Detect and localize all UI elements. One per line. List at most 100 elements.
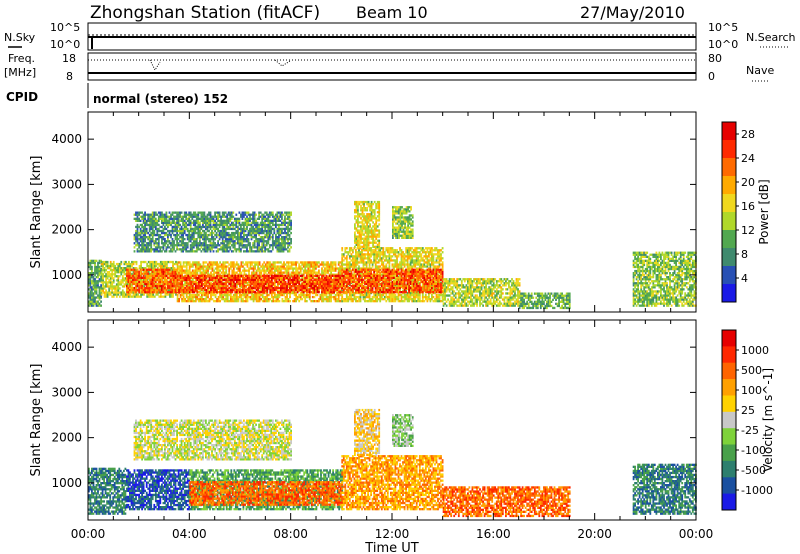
power-cell <box>148 291 151 294</box>
power-cell <box>379 249 382 252</box>
power-cell <box>272 295 275 299</box>
power-cell <box>153 295 156 298</box>
power-cell <box>111 275 114 278</box>
power-cell <box>254 291 256 294</box>
power-cell <box>98 286 101 289</box>
power-cell <box>161 295 164 298</box>
power-cell <box>296 271 299 274</box>
power-cell <box>176 267 179 270</box>
power-cell <box>126 264 129 268</box>
power-cell <box>273 265 276 268</box>
power-cell <box>154 268 157 271</box>
power-cell <box>140 293 142 296</box>
power-cell <box>136 278 139 281</box>
power-cell <box>275 269 278 272</box>
power-cell <box>170 295 173 298</box>
power-cell <box>223 271 226 274</box>
power-cell <box>141 293 144 296</box>
power-cell <box>252 267 255 270</box>
power-cell <box>176 295 179 299</box>
power-cell <box>304 284 307 288</box>
power-cell <box>379 293 382 297</box>
power-cell <box>133 282 136 286</box>
power-cell <box>210 271 212 274</box>
power-cell <box>156 262 159 266</box>
power-cell <box>197 284 200 288</box>
power-cell <box>174 278 177 281</box>
power-cell <box>111 285 114 288</box>
power-cell <box>281 293 284 297</box>
power-cell <box>423 300 426 303</box>
power-cell <box>232 300 235 303</box>
power-cell <box>111 283 114 286</box>
power-cell <box>117 271 120 274</box>
power-cell <box>216 298 218 301</box>
power-cell <box>341 249 344 252</box>
power-cell <box>154 272 157 275</box>
power-cell <box>159 291 162 294</box>
power-cell <box>239 269 241 272</box>
power-cell <box>246 300 249 303</box>
power-cell <box>257 269 259 272</box>
power-cell <box>120 267 123 270</box>
power-cell <box>97 272 99 275</box>
power-cell <box>342 288 345 292</box>
power-cell <box>305 271 308 274</box>
power-cell <box>327 263 329 266</box>
power-cell <box>114 293 117 296</box>
power-cell <box>129 282 131 286</box>
power-cell <box>228 300 231 303</box>
power-cell <box>251 274 253 277</box>
power-cell <box>153 264 156 268</box>
power-cell <box>207 293 209 297</box>
power-cell <box>318 291 320 294</box>
power-cell <box>92 259 95 262</box>
power-cell <box>225 261 228 264</box>
power-cell <box>223 265 226 268</box>
power-cell <box>152 267 155 270</box>
power-cell <box>117 275 120 278</box>
power-cell <box>109 277 112 280</box>
power-cell <box>295 282 297 286</box>
power-cell <box>201 271 203 274</box>
power-cell <box>432 255 435 258</box>
power-cell <box>136 272 139 275</box>
power-cell <box>112 295 115 298</box>
power-cell <box>153 274 156 277</box>
power-cell <box>432 261 435 264</box>
power-cell <box>225 295 228 299</box>
power-cell <box>128 260 130 264</box>
power-cell <box>185 265 188 268</box>
power-cell <box>217 295 220 299</box>
power-cell <box>197 282 200 286</box>
power-cell <box>144 267 147 270</box>
power-cell <box>358 280 360 284</box>
power-cell <box>157 274 160 277</box>
power-cell <box>141 272 143 275</box>
power-cell <box>313 288 316 292</box>
power-cell <box>199 283 202 286</box>
power-cell <box>255 273 258 276</box>
power-cell <box>208 261 211 264</box>
power-cell <box>311 289 314 293</box>
power-cell <box>245 280 247 284</box>
power-cell <box>304 276 307 279</box>
power-cell <box>418 251 421 254</box>
power-cell <box>181 291 183 295</box>
power-cell <box>132 295 135 298</box>
power-cell <box>270 284 273 288</box>
power-cell <box>440 293 442 297</box>
power-cell <box>235 293 238 297</box>
power-cell <box>165 270 168 273</box>
power-cell <box>226 273 229 276</box>
power-cell <box>148 286 151 290</box>
power-cell <box>120 291 123 294</box>
power-cell <box>166 264 168 268</box>
power-cell <box>364 255 366 258</box>
power-cell <box>210 265 212 268</box>
power-cell <box>184 283 187 286</box>
power-cell <box>311 271 314 274</box>
power-cell <box>108 291 111 294</box>
nave-tick-bottom: 0 <box>708 70 715 83</box>
power-cell <box>237 265 240 268</box>
